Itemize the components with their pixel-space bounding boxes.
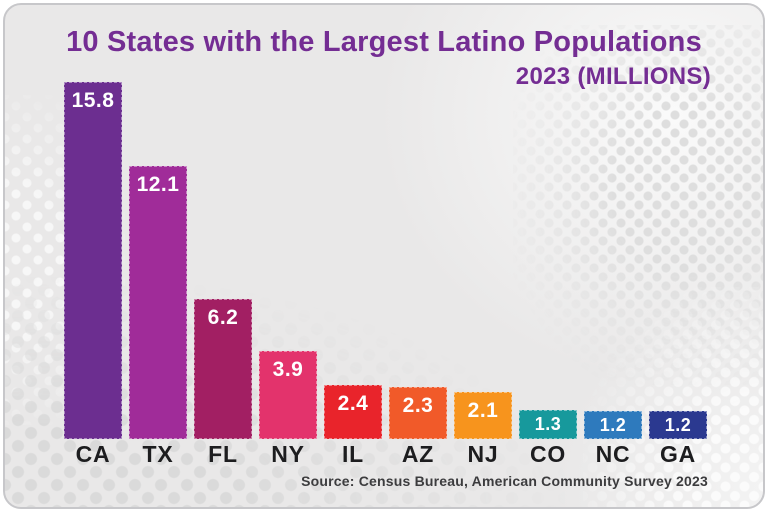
bar-column-ca: 15.8 CA <box>64 81 122 470</box>
bar-nj: 2.1 <box>454 391 512 439</box>
bar-label-nj: NJ <box>467 441 499 467</box>
bar-ga: 1.2 <box>649 411 707 439</box>
bar-label-tx: TX <box>142 441 174 467</box>
bar-value-nc: 1.2 <box>599 414 627 435</box>
bar-az: 2.3 <box>389 387 447 439</box>
bar-value-il: 2.4 <box>337 391 369 415</box>
bar-label-il: IL <box>341 441 365 467</box>
bar-column-az: 2.3 AZ <box>389 387 447 470</box>
bar-column-fl: 6.2 FL <box>194 298 252 470</box>
bar-column-nc: 1.2 NC <box>584 411 642 470</box>
bar-label-ca: CA <box>75 441 111 467</box>
bar-fl: 6.2 <box>194 298 252 439</box>
bar-value-fl: 6.2 <box>207 305 239 329</box>
bar-label-ny: NY <box>271 441 305 467</box>
infographic-card: 10 States with the Largest Latino Popula… <box>3 3 765 509</box>
chart-subtitle: 2023 (MILLIONS) <box>515 63 711 90</box>
bar-column-co: 1.3 CO <box>519 409 577 470</box>
bar-tx: 12.1 <box>129 165 187 439</box>
bar-column-tx: 12.1 TX <box>129 165 187 470</box>
bar-nc: 1.2 <box>584 411 642 439</box>
bar-label-co: CO <box>529 441 567 467</box>
bar-value-tx: 12.1 <box>136 172 180 196</box>
bar-label-nc: NC <box>595 441 631 467</box>
bar-column-ny: 3.9 NY <box>259 350 317 470</box>
bar-column-ga: 1.2 GA <box>649 411 707 470</box>
bar-ca: 15.8 <box>64 81 122 439</box>
bar-value-co: 1.3 <box>534 413 562 434</box>
bar-label-az: AZ <box>401 441 435 467</box>
bar-value-ca: 15.8 <box>71 88 115 112</box>
bar-label-fl: FL <box>208 441 238 467</box>
bar-ny: 3.9 <box>259 350 317 439</box>
bar-column-il: 2.4 IL <box>324 384 382 470</box>
bar-il: 2.4 <box>324 384 382 439</box>
bar-column-nj: 2.1 NJ <box>454 391 512 470</box>
bar-value-ny: 3.9 <box>272 357 304 381</box>
bar-value-nj: 2.1 <box>467 398 499 422</box>
bar-value-ga: 1.2 <box>664 414 692 435</box>
source-note: Source: Census Bureau, American Communit… <box>301 473 708 489</box>
chart-title: 10 States with the Largest Latino Popula… <box>66 26 702 58</box>
bar-co: 1.3 <box>519 409 577 439</box>
bar-label-ga: GA <box>659 441 697 467</box>
bar-chart: 15.8 CA 12.1 TX 6.2 FL 3.9 NY 2.4 IL 2.3 AZ 2.1 NJ 1.3… <box>64 75 707 470</box>
bar-value-az: 2.3 <box>402 394 434 418</box>
